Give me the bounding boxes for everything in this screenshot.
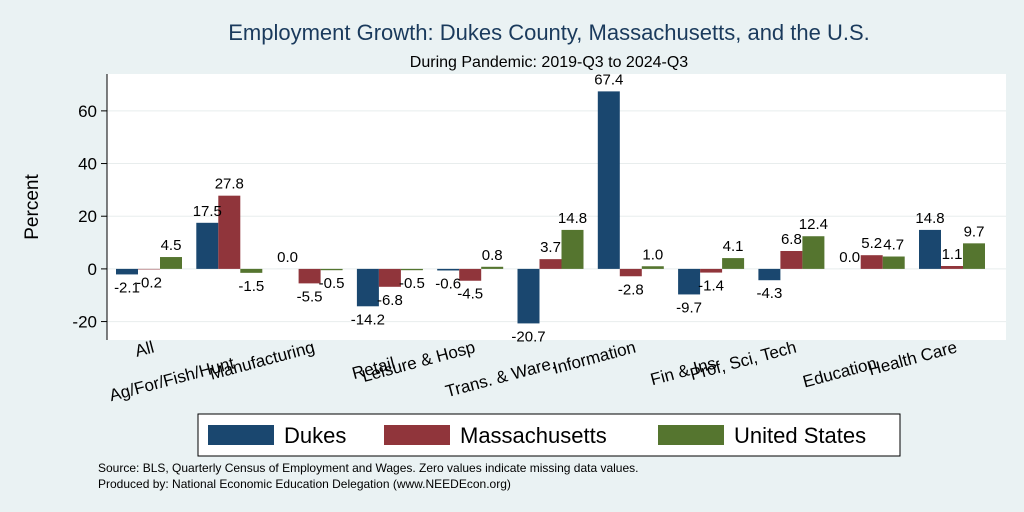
data-label: -9.7 — [676, 299, 702, 316]
y-tick-label: 0 — [88, 260, 97, 279]
legend-swatch-massachusetts — [384, 425, 450, 445]
data-label: 9.7 — [964, 223, 985, 240]
category-label: Information — [551, 338, 638, 378]
bar-united-states — [641, 266, 664, 269]
data-label: -2.8 — [618, 281, 644, 298]
data-labels: -2.1-0.24.517.527.8-1.50.0-5.5-0.5-14.2-… — [114, 71, 984, 345]
bar-massachusetts — [780, 250, 803, 269]
bar-dukes — [437, 268, 460, 271]
data-label: 67.4 — [594, 71, 623, 88]
legend-box — [197, 413, 901, 457]
bar-united-states — [802, 236, 825, 269]
data-label: -6.8 — [377, 292, 403, 309]
data-label: -4.3 — [756, 285, 782, 302]
y-tick-label: -20 — [72, 313, 97, 332]
data-label: 1.0 — [642, 246, 663, 263]
y-axis-title: Percent — [22, 174, 43, 240]
category-label: Education — [801, 354, 879, 392]
bar-massachusetts — [619, 268, 642, 277]
category-label: Manufacturing — [208, 338, 317, 384]
data-label: -1.5 — [238, 278, 264, 295]
data-label: -4.5 — [457, 286, 483, 303]
data-label: -5.5 — [297, 288, 323, 305]
data-label: 0.0 — [277, 249, 298, 266]
bar-massachusetts — [378, 268, 401, 287]
category-label: All — [133, 338, 156, 361]
data-label: -0.6 — [435, 275, 461, 292]
data-label: 4.1 — [723, 238, 744, 255]
data-label: 5.2 — [861, 235, 882, 252]
data-label: 12.4 — [799, 216, 828, 233]
bar-united-states — [561, 229, 584, 269]
data-label: -0.2 — [136, 274, 162, 291]
plot-area — [107, 74, 1006, 340]
bar-united-states — [963, 243, 985, 269]
bar-united-states — [160, 257, 182, 269]
bar-massachusetts — [539, 259, 562, 269]
bar-massachusetts — [298, 268, 321, 284]
data-label: 14.8 — [915, 210, 944, 227]
bar-united-states — [400, 268, 423, 271]
bar-massachusetts — [459, 268, 482, 281]
bar-united-states — [882, 256, 905, 269]
data-label: 14.8 — [558, 210, 587, 227]
y-tick-label: 40 — [78, 155, 97, 174]
legend-swatch-dukes — [208, 425, 274, 445]
legend-label-massachusetts: Massachusetts — [460, 423, 607, 448]
data-label: 0.0 — [839, 249, 860, 266]
chart-title: Employment Growth: Dukes County, Massach… — [228, 20, 870, 45]
data-label: -2.1 — [114, 279, 140, 296]
data-label: 1.1 — [942, 246, 963, 263]
bar-united-states — [722, 258, 745, 269]
legend: Dukes Massachusetts United States — [197, 413, 901, 457]
bar-united-states — [481, 266, 504, 269]
y-tick-label: 60 — [78, 102, 97, 121]
bar-dukes — [597, 91, 620, 269]
legend-swatch-united-states — [658, 425, 724, 445]
data-label: -1.4 — [698, 278, 724, 295]
bar-dukes — [116, 268, 138, 275]
data-label: 17.5 — [193, 203, 222, 220]
bar-dukes — [517, 268, 540, 324]
data-label: 4.7 — [883, 237, 904, 254]
data-label: -0.5 — [319, 275, 345, 292]
bar-massachusetts — [218, 195, 241, 269]
bar-dukes — [919, 229, 941, 269]
data-label: -20.7 — [511, 328, 545, 345]
bar-dukes — [196, 222, 219, 269]
bar-massachusetts — [138, 268, 160, 270]
category-label: Trans. & Ware. — [443, 354, 557, 402]
bar-united-states — [320, 268, 343, 271]
bars — [116, 91, 985, 324]
legend-label-dukes: Dukes — [284, 423, 346, 448]
data-label: 4.5 — [161, 237, 182, 254]
y-axis-ticks: -20 0 20 40 60 — [72, 102, 107, 332]
data-label: 27.8 — [215, 176, 244, 193]
legend-label-united-states: United States — [734, 423, 866, 448]
chart-subtitle: During Pandemic: 2019-Q3 to 2024-Q3 — [410, 54, 688, 71]
bar-dukes — [758, 268, 781, 281]
y-tick-label: 20 — [78, 207, 97, 226]
data-label: 6.8 — [781, 231, 802, 248]
bar-dukes — [678, 268, 701, 295]
category-label: Health Care — [866, 338, 959, 380]
data-label: 0.8 — [482, 247, 503, 264]
data-label: -14.2 — [351, 311, 385, 328]
bar-dukes — [356, 268, 379, 307]
producer-note: Produced by: National Economic Education… — [98, 477, 511, 491]
bar-massachusetts — [700, 268, 723, 273]
source-note: Source: BLS, Quarterly Census of Employm… — [98, 461, 638, 475]
bar-united-states — [240, 268, 263, 273]
data-label: -0.5 — [399, 275, 425, 292]
data-label: 3.7 — [540, 239, 561, 256]
bar-massachusetts — [941, 265, 963, 269]
bar-massachusetts — [860, 255, 883, 269]
category-label: Prof, Sci, Tech — [688, 338, 798, 385]
